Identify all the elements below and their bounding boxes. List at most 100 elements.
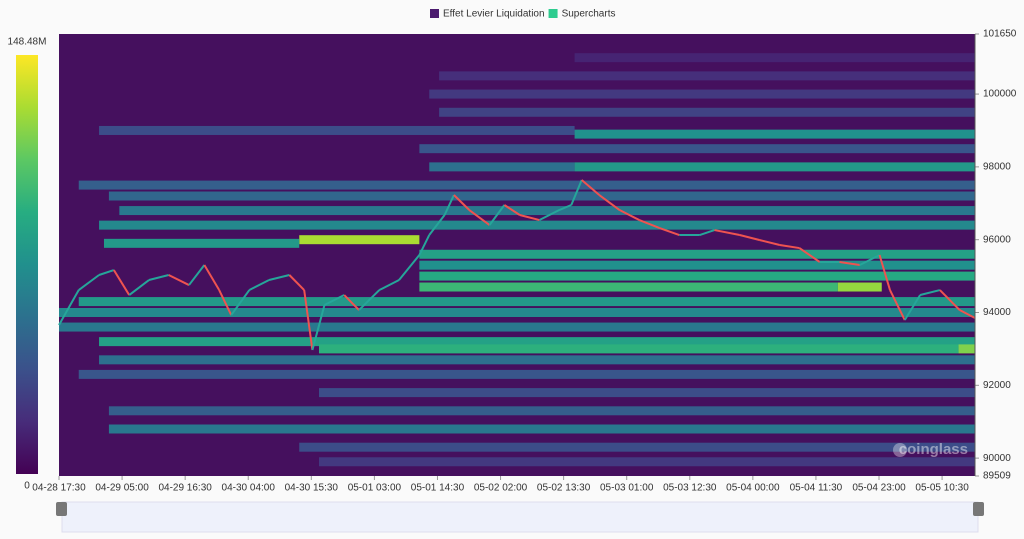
price-segment (759, 239, 780, 246)
y-tick-label: 94000 (983, 307, 1011, 318)
colorbar (16, 55, 38, 474)
price-segment (488, 204, 506, 226)
price-segment (503, 204, 521, 216)
heat-band (318, 457, 975, 467)
x-tick-label: 05-02 13:30 (537, 483, 591, 494)
heat-band (119, 206, 975, 216)
price-segment (378, 279, 400, 291)
price-segment (859, 254, 881, 266)
legend-swatch (548, 9, 558, 18)
price-segment (203, 264, 221, 291)
heat-band (318, 388, 975, 398)
x-tick-label: 04-28 17:30 (32, 483, 86, 494)
heat-band (78, 180, 976, 190)
heat-band (78, 297, 976, 307)
price-segment (468, 209, 491, 226)
colorbar-label: 0 (24, 481, 30, 492)
price-segment (919, 289, 941, 296)
navigator-handle[interactable] (973, 502, 984, 516)
x-tick-label: 04-30 15:30 (285, 483, 339, 494)
price-segment (878, 254, 891, 291)
x-tick-label: 04-29 05:00 (95, 483, 149, 494)
price-segment (558, 204, 572, 211)
price-segment (218, 289, 233, 316)
price-segment (311, 304, 326, 351)
price-segment (570, 179, 583, 206)
heat-band (99, 355, 976, 365)
y-tick-label: 101650 (983, 29, 1017, 40)
x-tick-label: 04-30 04:00 (222, 483, 276, 494)
heat-band (108, 191, 976, 201)
price-segment (539, 209, 560, 221)
heat-band (108, 406, 976, 416)
price-segment (598, 194, 621, 211)
price-segment (839, 261, 860, 267)
heat-band (837, 282, 882, 292)
heat-band (419, 260, 975, 270)
legend-label: Supercharts (562, 9, 616, 20)
price-segment (324, 294, 345, 306)
price-segment (230, 289, 251, 316)
x-tick-label: 05-04 11:30 (790, 483, 843, 494)
price-segment (519, 214, 540, 222)
price-segment (638, 219, 660, 229)
heat-band (299, 235, 420, 245)
price-segment (303, 289, 314, 351)
price-segment (959, 309, 976, 319)
price-segment (358, 289, 381, 311)
y-tick-label: 89509 (983, 471, 1011, 482)
price-segment (428, 214, 446, 236)
x-tick-label: 05-04 23:00 (852, 483, 906, 494)
colorbar-label: 148.48M (8, 37, 47, 48)
heat-band (439, 71, 976, 81)
heat-band (59, 308, 975, 318)
heat-band (59, 322, 975, 332)
y-tick-label: 90000 (983, 453, 1011, 464)
legend-label: Effet Levier Liquidation (443, 9, 545, 20)
price-segment (889, 289, 906, 321)
watermark: coinglass (899, 441, 968, 458)
price-segment (343, 294, 360, 311)
price-segment (453, 194, 470, 211)
price-segment (248, 279, 270, 291)
heat-band (318, 344, 959, 354)
heat-band (958, 344, 975, 354)
heat-band (439, 107, 976, 117)
heat-band (419, 282, 838, 292)
price-segment (288, 274, 305, 291)
heat-band (419, 144, 975, 154)
price-segment (714, 229, 740, 237)
price-segment (188, 264, 206, 286)
x-tick-label: 05-05 10:30 (915, 483, 969, 494)
y-tick-label: 98000 (983, 162, 1011, 173)
y-tick-label: 100000 (983, 89, 1017, 100)
heat-band (99, 220, 976, 230)
price-segment (619, 209, 640, 221)
x-tick-label: 05-03 01:00 (600, 483, 654, 494)
x-tick-label: 05-02 02:00 (474, 483, 528, 494)
x-tick-label: 04-29 16:30 (158, 483, 212, 494)
price-segment (268, 274, 290, 281)
price-segment (98, 269, 115, 276)
heat-band (419, 271, 975, 281)
price-segment (659, 227, 680, 236)
heat-band (574, 129, 975, 139)
heat-band (99, 337, 976, 347)
price-segment (78, 274, 100, 291)
price-segment (798, 247, 821, 263)
navigator-handle[interactable] (56, 502, 67, 516)
price-segment (168, 274, 190, 286)
heat-band (99, 125, 575, 135)
heat-band (108, 424, 976, 434)
heat-band (574, 162, 975, 172)
x-tick-label: 05-01 14:30 (411, 483, 465, 494)
x-tick-label: 05-01 03:00 (348, 483, 402, 494)
price-segment (128, 279, 150, 296)
x-tick-label: 05-04 00:00 (726, 483, 780, 494)
price-segment (739, 234, 760, 241)
price-segment (581, 179, 600, 196)
price-segment (779, 244, 800, 250)
price-segment (699, 229, 715, 236)
heat-band (78, 369, 976, 379)
heat-band (429, 89, 976, 99)
